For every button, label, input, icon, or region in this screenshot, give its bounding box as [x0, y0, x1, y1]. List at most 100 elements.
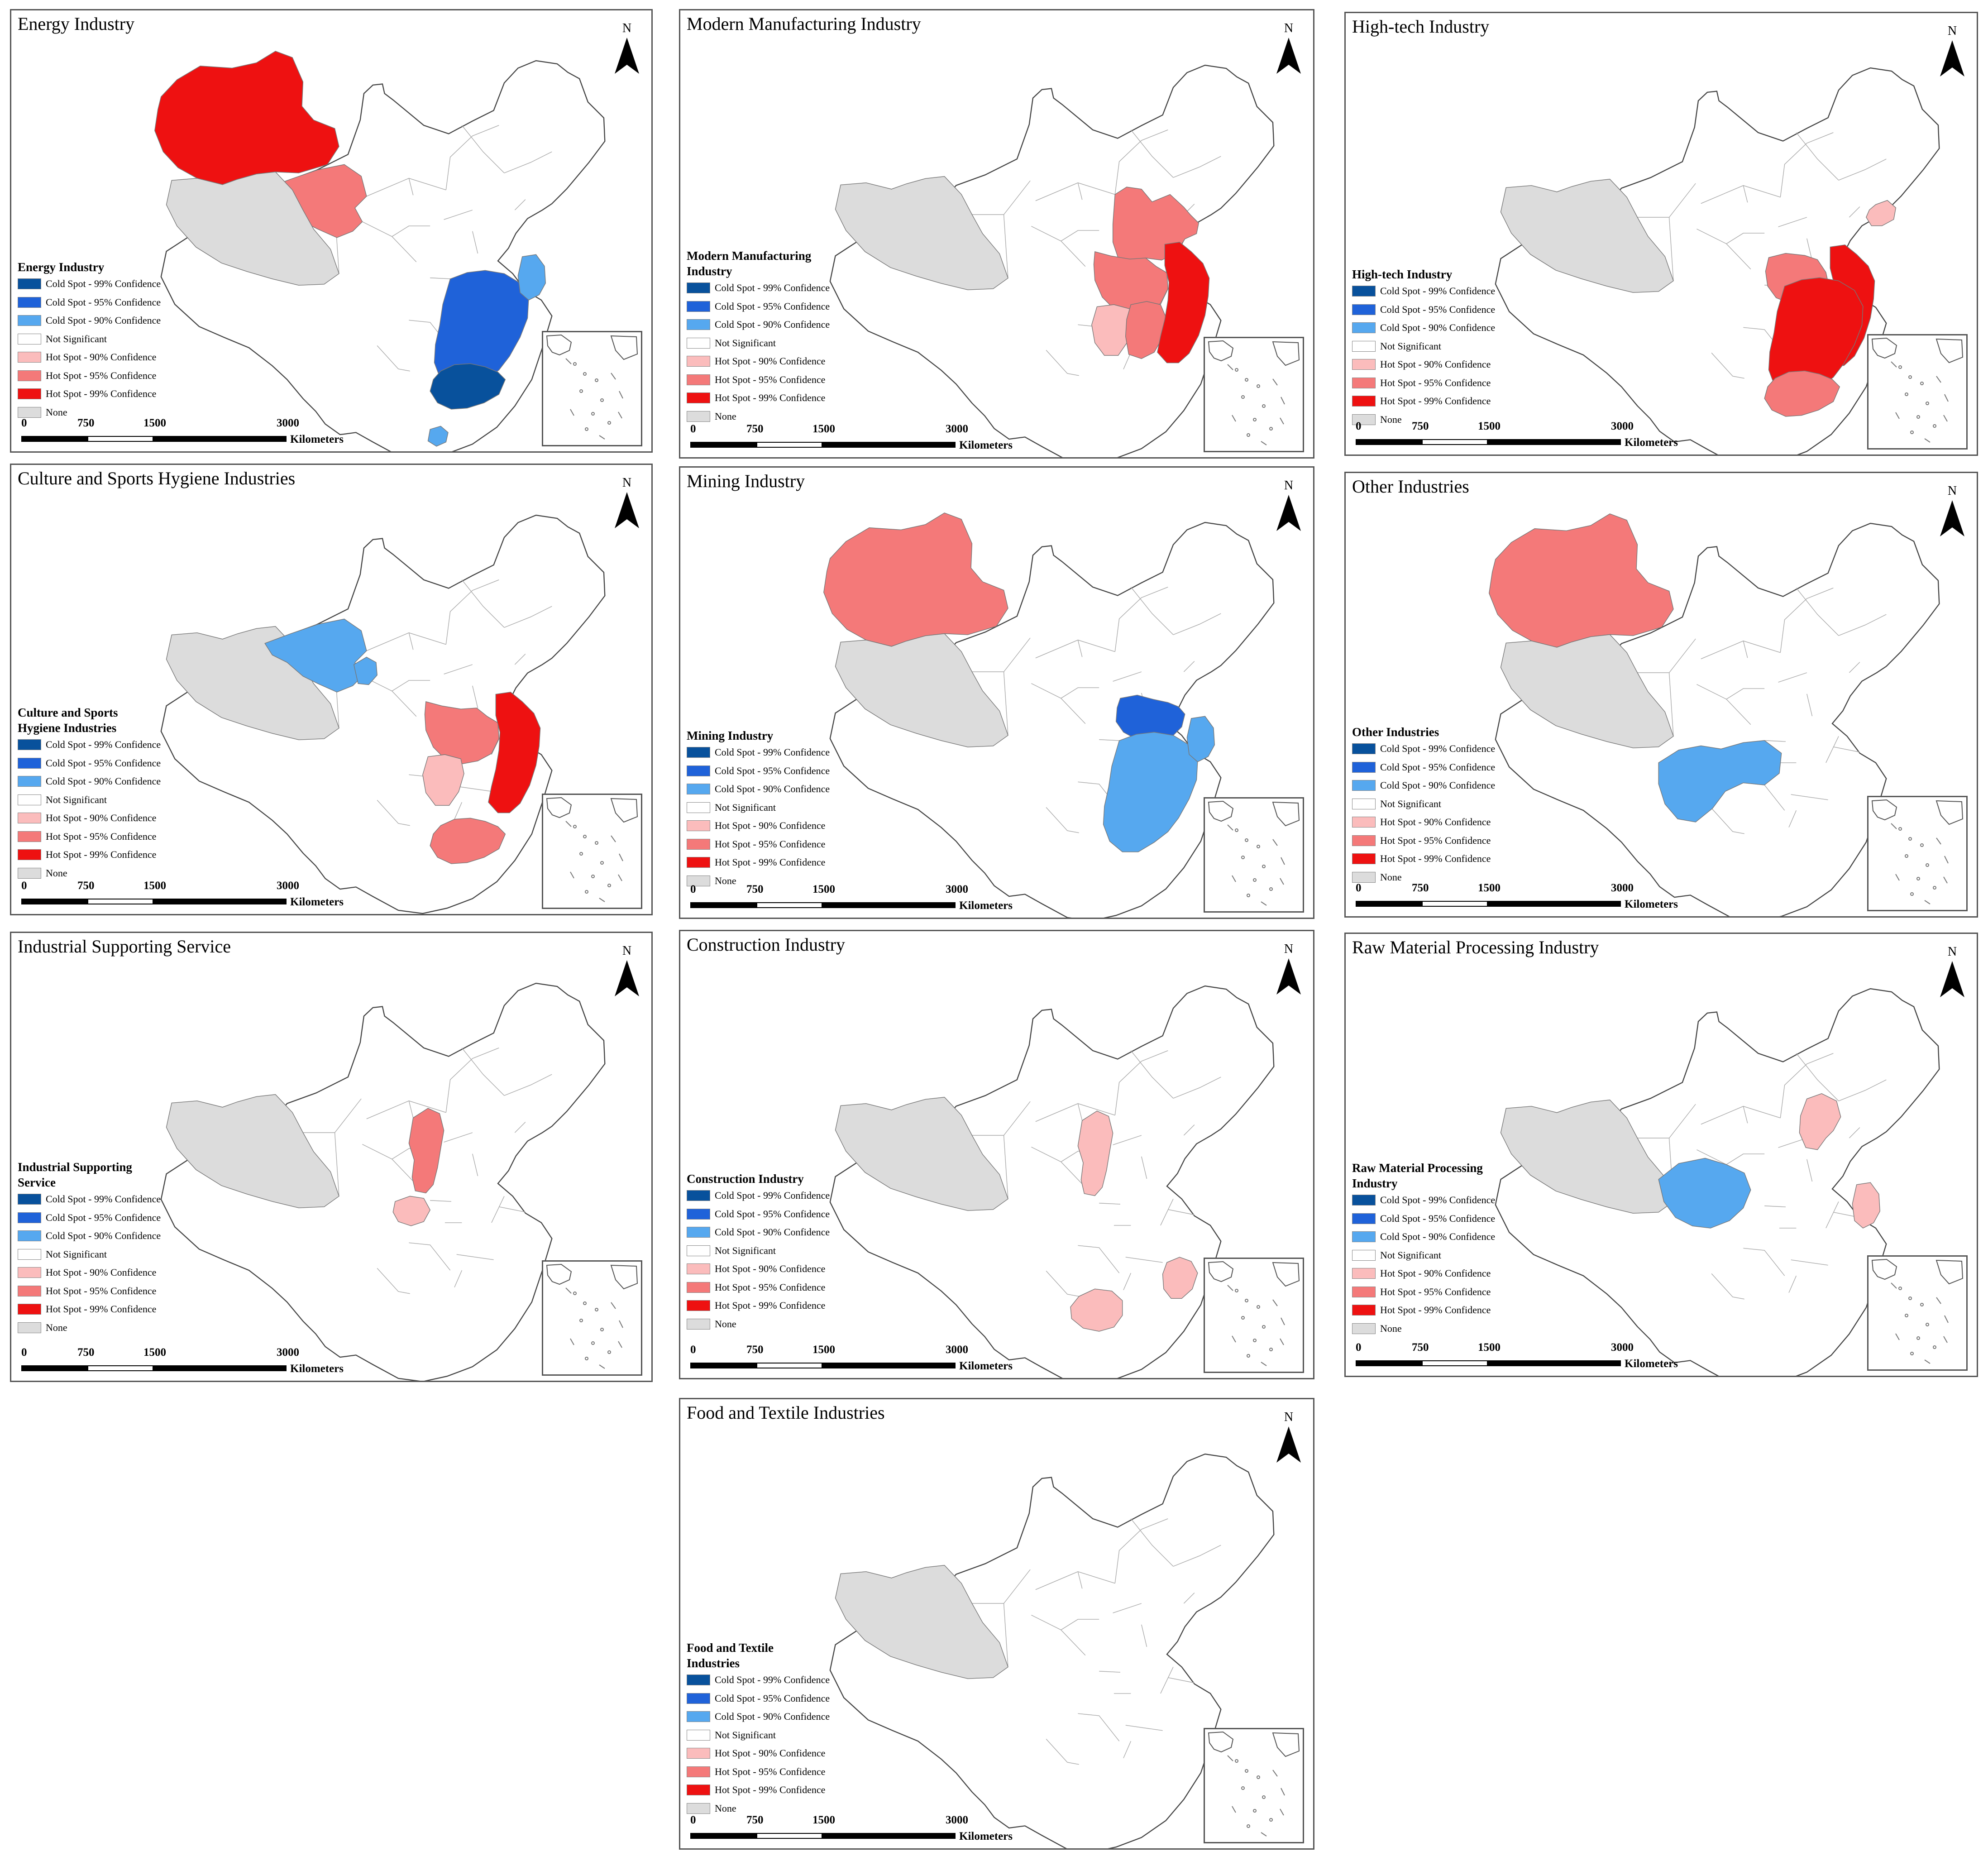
- legend-label: None: [1380, 413, 1402, 425]
- north-arrow: N: [1938, 24, 1967, 77]
- scale-tick: 3000: [1611, 420, 1634, 432]
- south-china-sea-inset: [1204, 797, 1304, 913]
- legend-label: Cold Spot - 90% Confidence: [715, 319, 830, 330]
- north-arrow-icon: [1940, 500, 1964, 536]
- legend-swatch: [1352, 340, 1376, 352]
- legend-label: Cold Spot - 95% Confidence: [46, 1211, 161, 1223]
- region-southeast: [1103, 732, 1198, 852]
- china-map: [1495, 988, 1940, 1376]
- region-zhejiang: [1852, 1182, 1880, 1229]
- map-panel-10: Food and Textile Industries N Food and T…: [679, 1398, 1314, 1850]
- legend-item-not_significant: Not Significant: [687, 799, 877, 817]
- legend-label: Hot Spot - 90% Confidence: [46, 1267, 157, 1278]
- south-china-sea-inset: [542, 1260, 642, 1376]
- north-arrow-icon: [1940, 40, 1964, 77]
- region-southeast: [434, 270, 529, 391]
- legend-swatch: [687, 802, 710, 813]
- legend-swatch: [687, 1208, 710, 1220]
- legend-swatch: [687, 319, 710, 330]
- inset-map: [546, 334, 638, 440]
- legend-swatch: [1352, 1323, 1376, 1334]
- legend-swatch: [1352, 1231, 1376, 1243]
- region-guangdong: [430, 363, 506, 410]
- legend-item-hot95: Hot Spot - 95% Confidence: [1352, 1283, 1542, 1301]
- legend-item-cold95: Cold Spot - 95% Confidence: [18, 293, 208, 312]
- scale-tick: 3000: [946, 1814, 968, 1826]
- legend-items: Cold Spot - 99% Confidence Cold Spot - 95…: [1352, 282, 1542, 429]
- legend-label: Cold Spot - 99% Confidence: [46, 278, 161, 290]
- scale-segment: [153, 1365, 287, 1371]
- legend-swatch: [18, 315, 41, 326]
- legend-swatch: [687, 1711, 710, 1722]
- legend-item-hot90: Hot Spot - 90% Confidence: [687, 1260, 877, 1278]
- south-china-sea-inset: [1867, 796, 1968, 911]
- scale-segment: [690, 1833, 756, 1839]
- legend-item-cold95: Cold Spot - 95% Confidence: [687, 1205, 877, 1224]
- legend-swatch: [687, 820, 710, 832]
- inset-map: [1871, 799, 1964, 904]
- legend-swatch: [687, 356, 710, 367]
- scale-segment: [1488, 439, 1621, 445]
- legend-swatch: [18, 1285, 41, 1296]
- region-fujian: [1162, 1257, 1198, 1299]
- country-outline: [1495, 522, 1940, 916]
- scale-tick: 0: [1356, 882, 1362, 894]
- scale-unit: Kilometers: [959, 439, 1013, 451]
- north-arrow-icon: [1276, 958, 1301, 995]
- legend-item-hot99: Hot Spot - 99% Confidence: [18, 1300, 208, 1319]
- scale-segment: [1422, 1360, 1488, 1366]
- scale-segment: [690, 442, 756, 448]
- legend-swatch: [687, 1282, 710, 1293]
- legend-item-cold99: Cold Spot - 99% Confidence: [18, 736, 208, 754]
- north-arrow: N: [1274, 21, 1303, 74]
- legend-swatch: [687, 765, 710, 776]
- legend-swatch: [18, 867, 41, 879]
- legend-label: Cold Spot - 99% Confidence: [1380, 285, 1496, 297]
- legend-swatch: [18, 757, 41, 769]
- legend-swatch: [687, 1227, 710, 1238]
- region-xinjiang: [1489, 513, 1674, 648]
- legend-item-hot90: Hot Spot - 90% Confidence: [1352, 1264, 1542, 1283]
- region-liaoning: [1866, 200, 1897, 226]
- scale-bar: 0 750 1500 3000 Kilometers: [690, 1814, 1025, 1843]
- legend-swatch: [687, 1674, 710, 1686]
- scale-segment: [756, 902, 822, 908]
- scale-segment: [822, 1833, 956, 1839]
- legend-swatch: [687, 411, 710, 422]
- legend-label: Hot Spot - 95% Confidence: [715, 373, 826, 385]
- scale-tick: 750: [746, 1814, 764, 1826]
- legend-swatch: [18, 1304, 41, 1315]
- region-zhejiang: [517, 254, 546, 301]
- legend-item-hot90: Hot Spot - 90% Confidence: [1352, 813, 1542, 832]
- legend-item-hot99: Hot Spot - 99% Confidence: [687, 1296, 877, 1315]
- scale-segment: [153, 899, 287, 904]
- legend-label: Hot Spot - 90% Confidence: [715, 1263, 826, 1275]
- legend-label: Not Significant: [1380, 798, 1442, 809]
- legend-swatch: [18, 831, 41, 842]
- legend-label: Cold Spot - 95% Confidence: [715, 1692, 830, 1704]
- scale-tick: 0: [21, 417, 27, 429]
- south-china-sea-inset: [1204, 1258, 1304, 1373]
- legend-item-cold99: Cold Spot - 99% Confidence: [1352, 1191, 1542, 1210]
- map-panel-8: Construction Industry N Construction Ind…: [679, 930, 1314, 1379]
- region-east_coast: [1157, 242, 1210, 364]
- legend-swatch: [18, 1230, 41, 1242]
- scale-tick: 0: [690, 1344, 696, 1356]
- scale-tick: 750: [77, 880, 95, 892]
- map-panel-5: Mining Industry N Mining Industry Cold S…: [679, 466, 1314, 919]
- scale-tick: 1500: [1478, 1341, 1501, 1354]
- legend-swatch: [1352, 1305, 1376, 1316]
- legend-label: Hot Spot - 95% Confidence: [715, 838, 826, 850]
- legend-swatch: [18, 388, 41, 400]
- legend-item-cold90: Cold Spot - 90% Confidence: [687, 1708, 877, 1726]
- legend-label: Hot Spot - 95% Confidence: [46, 830, 157, 842]
- region-tibet: [166, 172, 339, 286]
- region-sichuan: [1658, 1158, 1751, 1229]
- legend-label: Cold Spot - 99% Confidence: [715, 746, 830, 758]
- north-arrow-icon: [1276, 495, 1301, 531]
- scale-segment: [822, 1363, 956, 1368]
- legend-item-hot95: Hot Spot - 95% Confidence: [687, 371, 877, 389]
- legend-swatch: [687, 1263, 710, 1275]
- north-arrow: N: [1938, 945, 1967, 997]
- legend-items: Cold Spot - 99% Confidence Cold Spot - 95…: [687, 279, 877, 426]
